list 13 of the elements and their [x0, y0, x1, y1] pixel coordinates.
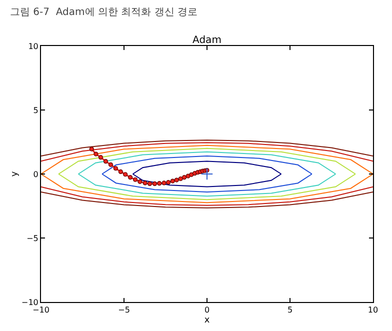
- x-tick-label: 5: [287, 306, 293, 315]
- y-tick-label: −5: [26, 234, 38, 243]
- x-axis-title: x: [204, 315, 210, 326]
- x-tick-label: 10: [368, 306, 378, 315]
- y-axis-title: y: [10, 170, 20, 177]
- y-tick-label: 10: [28, 42, 38, 51]
- chart-title: Adam: [192, 35, 222, 46]
- x-tick-label: 0: [204, 306, 210, 315]
- y-tick-label: −10: [22, 298, 38, 307]
- y-tick-label: 0: [33, 170, 38, 179]
- caption: 그림 6-7 Adam에 의한 최적화 갱신 경로: [10, 7, 198, 18]
- y-tick-label: 5: [33, 106, 38, 115]
- x-tick-label: −5: [118, 306, 130, 315]
